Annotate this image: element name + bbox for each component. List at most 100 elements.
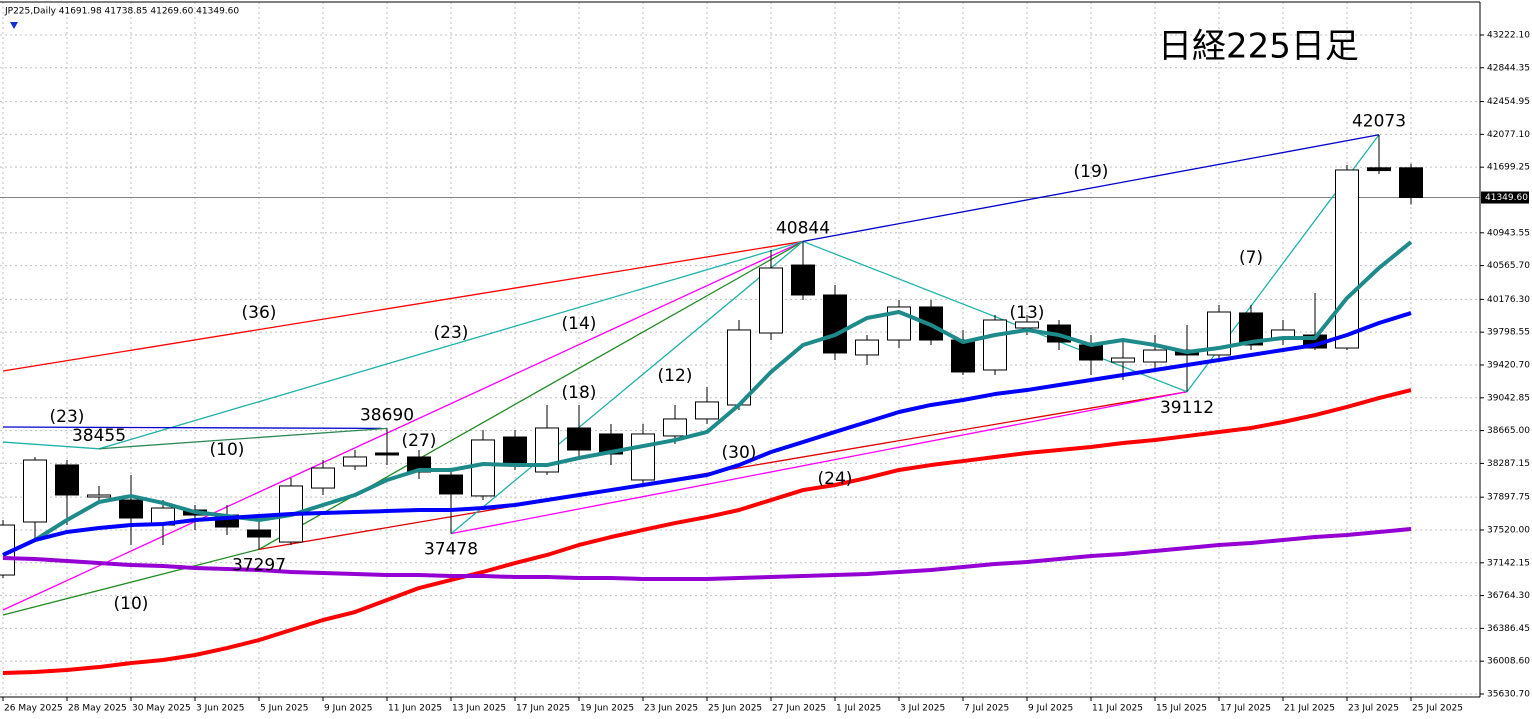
bar-count-label: (7) (1239, 248, 1263, 268)
pivot-label: 42073 (1352, 112, 1406, 132)
chart-header: JP225,Daily 41691.98 41738.85 41269.60 4… (4, 7, 239, 17)
y-tick-label: 40176.30 (1487, 295, 1530, 305)
candle-body (695, 401, 719, 420)
candle-body (855, 339, 879, 356)
candle-body (951, 339, 975, 373)
x-tick-label: 5 Jun 2025 (260, 704, 308, 714)
last-price-box (1481, 191, 1529, 204)
menu-arrow[interactable] (10, 22, 18, 29)
candle-body (343, 456, 367, 467)
candle-body (663, 418, 687, 437)
bar-count-label: (13) (1010, 303, 1045, 323)
pivot-label: 37478 (424, 540, 478, 560)
candle-body (1079, 344, 1103, 361)
pivot-label: 40844 (776, 218, 830, 238)
candle-body (631, 433, 655, 481)
bar-count-label: (27) (402, 431, 437, 451)
candle-body (1399, 167, 1423, 199)
candle-body (1207, 311, 1231, 356)
candle-body (247, 529, 271, 538)
x-tick-label: 25 Jul 2025 (1412, 704, 1463, 714)
candle-body (1335, 169, 1359, 349)
y-tick-label: 42454.95 (1487, 97, 1530, 107)
x-tick-label: 25 Jun 2025 (708, 704, 762, 714)
x-tick-label: 17 Jun 2025 (516, 704, 570, 714)
last-price-label: 41349.60 (1485, 193, 1528, 203)
x-tick-label: 3 Jun 2025 (196, 704, 244, 714)
x-tick-label: 3 Jul 2025 (900, 704, 945, 714)
pivot-label: 38455 (72, 426, 126, 446)
y-tick-label: 39798.55 (1487, 328, 1530, 338)
bar-count-label: (10) (114, 594, 149, 614)
x-tick-label: 27 Jun 2025 (772, 704, 826, 714)
candle-body (727, 329, 751, 406)
y-tick-label: 37142.15 (1487, 558, 1530, 568)
y-tick-label: 41699.25 (1487, 163, 1530, 173)
bar-count-label: (36) (242, 303, 277, 323)
candle-body (87, 494, 111, 498)
x-tick-label: 23 Jun 2025 (644, 704, 698, 714)
x-tick-label: 21 Jul 2025 (1284, 704, 1335, 714)
trend-line (2, 240, 804, 372)
trend-line (2, 240, 804, 611)
trend-line (802, 134, 1380, 243)
x-tick-label: 17 Jul 2025 (1220, 704, 1271, 714)
candle-body (439, 474, 463, 495)
trend-line (98, 427, 388, 450)
y-tick-label: 36008.60 (1487, 657, 1530, 667)
chart-title: 日経225日足 (1158, 27, 1359, 67)
y-tick-label: 39042.85 (1487, 393, 1530, 403)
candle-body (1111, 357, 1135, 363)
ma-line (2, 311, 1412, 557)
candle-body (375, 452, 399, 456)
candle-body (311, 467, 335, 489)
y-tick-label: 35630.70 (1487, 689, 1530, 699)
x-tick-label: 19 Jun 2025 (580, 704, 634, 714)
trend-line (450, 240, 804, 535)
x-tick-label: 7 Jul 2025 (964, 704, 1009, 714)
ma-line (2, 388, 1412, 676)
y-tick-label: 42077.10 (1487, 130, 1530, 140)
y-tick-label: 37520.00 (1487, 525, 1530, 535)
candle-body (119, 499, 143, 519)
y-tick-label: 40943.55 (1487, 228, 1530, 238)
candle-body (1239, 312, 1263, 346)
y-tick-label: 40565.70 (1487, 261, 1530, 271)
y-tick-label: 36386.45 (1487, 624, 1530, 634)
x-tick-label: 1 Jul 2025 (836, 704, 881, 714)
candle-body (23, 459, 47, 523)
y-tick-label: 37897.75 (1487, 493, 1530, 503)
bar-count-label: (23) (50, 407, 85, 427)
y-tick-label: 38665.00 (1487, 426, 1530, 436)
y-tick-label: 39420.70 (1487, 360, 1530, 370)
y-tick-label: 36764.30 (1487, 591, 1530, 601)
x-tick-label: 23 Jul 2025 (1348, 704, 1399, 714)
bar-count-label: (19) (1074, 162, 1109, 182)
candle-body (823, 294, 847, 354)
candle-body (983, 319, 1007, 371)
pivot-label: 39112 (1160, 398, 1214, 418)
pivot-label: 38690 (360, 405, 414, 425)
x-tick-label: 11 Jul 2025 (1092, 704, 1143, 714)
y-tick-label: 38287.15 (1487, 459, 1530, 469)
bar-count-label: (10) (210, 440, 245, 460)
candle-body (1143, 349, 1167, 363)
candle-body (55, 464, 79, 496)
x-tick-label: 26 May 2025 (4, 704, 63, 714)
candle-body (535, 427, 559, 473)
pivot-label: 37297 (232, 555, 286, 575)
candle-body (759, 267, 783, 334)
ma-line (2, 527, 1412, 582)
candle-body (471, 439, 495, 497)
candle-body (1367, 167, 1391, 172)
bar-count-label: (30) (722, 443, 757, 463)
y-tick-label: 43222.10 (1487, 30, 1530, 40)
trend-line (450, 391, 1188, 535)
x-tick-label: 30 May 2025 (132, 704, 191, 714)
bar-count-label: (12) (658, 366, 693, 386)
x-tick-label: 11 Jun 2025 (388, 704, 442, 714)
